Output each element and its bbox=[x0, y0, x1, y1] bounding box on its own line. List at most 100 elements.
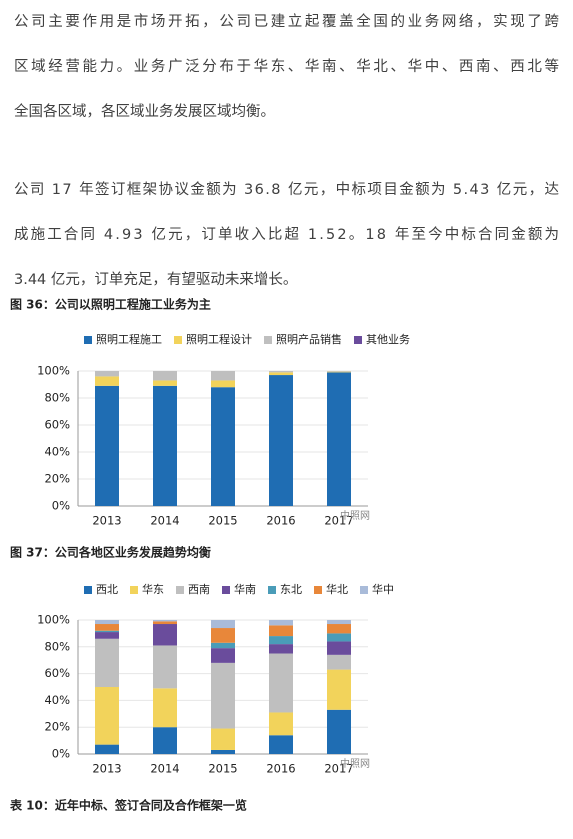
bar-segment bbox=[211, 620, 235, 629]
y-tick-label: 0% bbox=[52, 499, 70, 513]
bar-segment bbox=[95, 638, 119, 687]
table-caption: 表 10：近年中标、签订合同及合作框架一览 bbox=[9, 798, 247, 813]
watermark: 中照网 bbox=[340, 509, 370, 522]
bar-segment bbox=[153, 624, 177, 646]
paragraph-line: 区域经营能力。业务广泛分布于华东、华南、华北、华中、西南、西北等 bbox=[14, 57, 559, 75]
legend-label: 东北 bbox=[280, 583, 302, 596]
x-tick-label: 2017 bbox=[324, 514, 353, 528]
x-tick-label: 2013 bbox=[92, 514, 121, 528]
bar-segment bbox=[95, 620, 119, 625]
legend-label: 华东 bbox=[142, 582, 164, 596]
legend-swatch bbox=[84, 336, 92, 344]
x-tick-label: 2017 bbox=[324, 762, 353, 776]
legend-swatch bbox=[222, 586, 230, 594]
legend-label: 华中 bbox=[372, 582, 394, 596]
bar-segment bbox=[211, 662, 235, 729]
y-tick-label: 80% bbox=[44, 391, 70, 405]
bar-segment bbox=[95, 630, 119, 633]
bar-segment bbox=[327, 371, 351, 373]
x-tick-label: 2013 bbox=[92, 762, 121, 776]
bar-segment bbox=[153, 620, 177, 622]
bar-segment bbox=[327, 371, 351, 372]
bar-segment bbox=[211, 380, 235, 388]
bar-segment bbox=[211, 628, 235, 643]
bar-segment bbox=[269, 625, 293, 637]
legend-swatch bbox=[354, 336, 362, 344]
legend-label: 西北 bbox=[96, 583, 118, 596]
legend-label: 照明产品销售 bbox=[276, 332, 342, 346]
legend-label: 照明工程设计 bbox=[186, 333, 252, 346]
bar-segment bbox=[211, 642, 235, 649]
paragraph-line: 公司主要作用是市场开拓，公司已建立起覆盖全国的业务网络，实现了跨 bbox=[14, 12, 560, 30]
bar-segment bbox=[153, 385, 177, 506]
legend-swatch bbox=[174, 336, 182, 344]
paragraph-line: 成施工合同 4.93 亿元，订单收入比超 1.52。18 年至今中标合同金额为 bbox=[14, 226, 559, 243]
legend-swatch bbox=[130, 586, 138, 594]
legend-label: 照明工程施工 bbox=[96, 333, 162, 346]
y-tick-label: 20% bbox=[44, 720, 70, 734]
bar-segment bbox=[327, 624, 351, 634]
legend-swatch bbox=[84, 586, 92, 594]
legend-swatch bbox=[314, 586, 322, 594]
bar-segment bbox=[153, 727, 177, 754]
y-tick-label: 0% bbox=[52, 747, 70, 761]
bar-segment bbox=[211, 648, 235, 663]
bar-segment bbox=[211, 387, 235, 506]
y-tick-label: 80% bbox=[44, 639, 70, 653]
bar-segment bbox=[95, 376, 119, 386]
paragraph-line: 公司 17 年签订框架协议金额为 36.8 亿元，中标项目金额为 5.43 亿元… bbox=[14, 181, 559, 198]
legend-label: 其他业务 bbox=[366, 333, 410, 346]
legend-label: 华北 bbox=[326, 582, 348, 596]
bar-segment bbox=[153, 380, 177, 386]
y-tick-label: 40% bbox=[44, 693, 70, 707]
watermark: 中照网 bbox=[340, 757, 370, 770]
figure-caption: 图 36：公司以照明工程施工业务为主 bbox=[10, 297, 211, 312]
legend-swatch bbox=[268, 586, 276, 594]
x-tick-label: 2014 bbox=[150, 762, 179, 776]
x-tick-label: 2014 bbox=[150, 514, 179, 528]
bar-segment bbox=[327, 654, 351, 670]
bar-segment bbox=[95, 687, 119, 745]
y-tick-label: 100% bbox=[37, 613, 70, 627]
bar-segment bbox=[327, 633, 351, 642]
bar-segment bbox=[269, 712, 293, 736]
bar-segment bbox=[269, 644, 293, 654]
bar-segment bbox=[95, 385, 119, 506]
bar-segment bbox=[327, 709, 351, 754]
y-tick-label: 60% bbox=[44, 666, 70, 680]
legend-label: 华南 bbox=[234, 582, 256, 596]
bar-segment bbox=[211, 749, 235, 754]
y-tick-label: 60% bbox=[44, 418, 70, 432]
bar-segment bbox=[269, 735, 293, 754]
legend-label: 西南 bbox=[188, 583, 210, 596]
bar-segment bbox=[95, 632, 119, 639]
bar-segment bbox=[153, 688, 177, 728]
figure-caption: 图 37：公司各地区业务发展趋势均衡 bbox=[10, 545, 211, 560]
bar-segment bbox=[211, 371, 235, 381]
bar-segment bbox=[327, 669, 351, 710]
bar-segment bbox=[327, 641, 351, 655]
y-tick-label: 40% bbox=[44, 445, 70, 459]
x-tick-label: 2015 bbox=[208, 514, 237, 528]
bar-segment bbox=[95, 624, 119, 631]
bar-segment bbox=[95, 371, 119, 377]
bar-segment bbox=[269, 620, 293, 626]
legend-swatch bbox=[360, 586, 368, 594]
bar-segment bbox=[95, 744, 119, 754]
x-tick-label: 2015 bbox=[208, 762, 237, 776]
bar-segment bbox=[327, 372, 351, 506]
bar-segment bbox=[153, 371, 177, 381]
bar-segment bbox=[211, 728, 235, 750]
bar-segment bbox=[327, 620, 351, 625]
x-tick-label: 2016 bbox=[266, 762, 295, 776]
bar-segment bbox=[153, 645, 177, 689]
bar-segment bbox=[269, 653, 293, 713]
bar-segment bbox=[269, 371, 293, 373]
y-tick-label: 100% bbox=[37, 364, 70, 378]
bar-segment bbox=[153, 621, 177, 625]
y-tick-label: 20% bbox=[44, 472, 70, 486]
paragraph-line: 3.44 亿元，订单充足，有望驱动未来增长。 bbox=[14, 271, 297, 288]
legend-swatch bbox=[264, 336, 272, 344]
x-tick-label: 2016 bbox=[266, 514, 295, 528]
